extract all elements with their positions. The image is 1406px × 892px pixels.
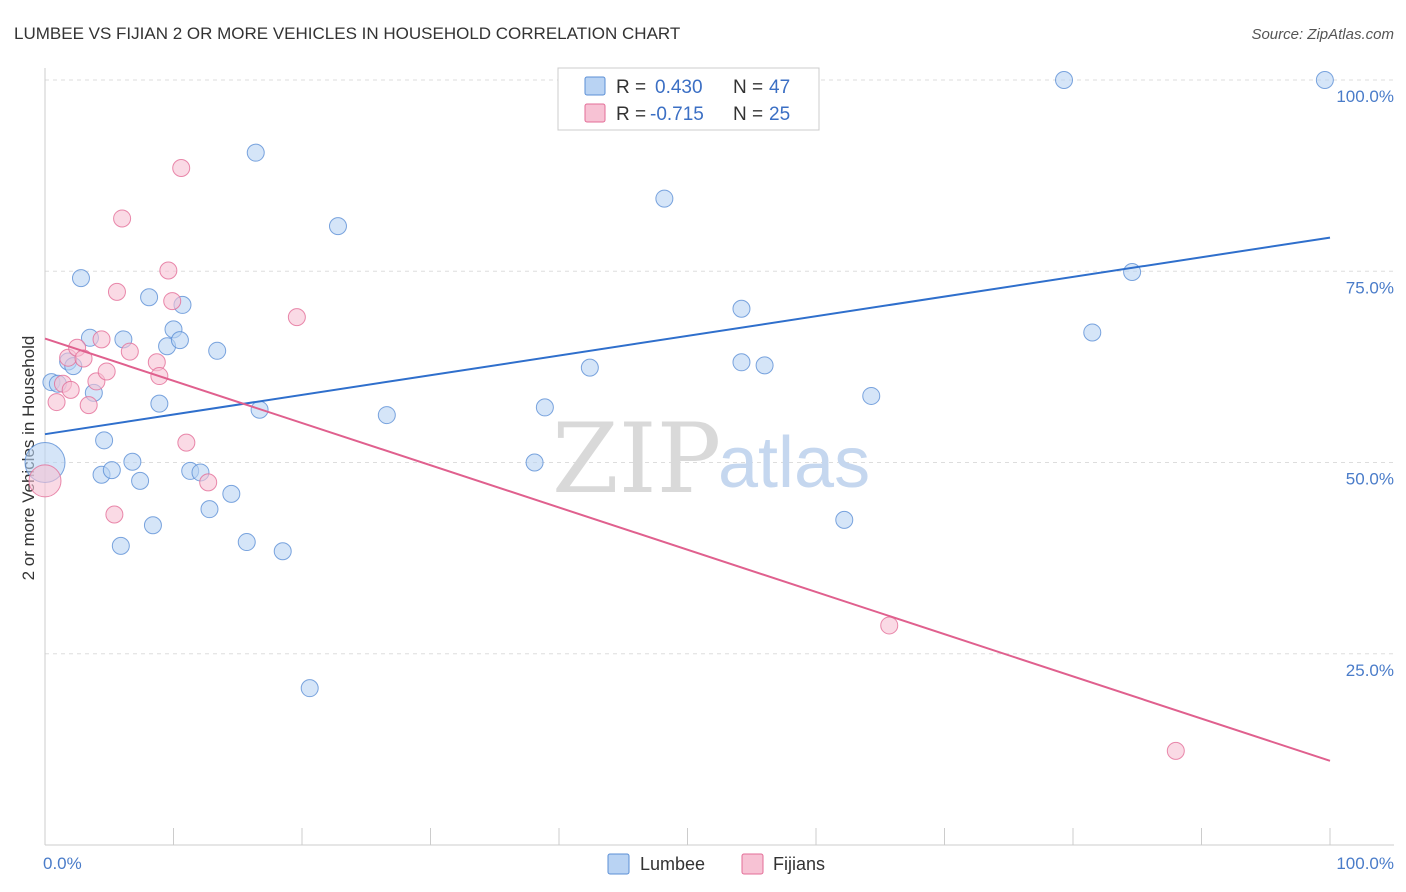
data-point-lumbee <box>170 331 189 350</box>
data-point-fijians <box>28 464 62 498</box>
data-point-lumbee <box>862 386 881 405</box>
data-point-lumbee <box>755 356 774 375</box>
data-point-fijians <box>199 473 218 492</box>
series-legend-swatch-lumbee <box>607 853 630 875</box>
data-point-lumbee <box>525 453 544 472</box>
data-point-fijians <box>287 308 306 327</box>
data-point-fijians <box>880 616 899 635</box>
data-point-fijians <box>1166 741 1185 760</box>
y-tick-labels: 25.0% 50.0% 75.0% 100.0% <box>1336 87 1394 680</box>
data-point-lumbee <box>535 398 554 417</box>
data-point-lumbee <box>143 516 162 535</box>
data-point-fijians <box>177 433 196 452</box>
data-point-lumbee <box>95 431 114 450</box>
x-tick-label-min: 0.0% <box>43 854 82 873</box>
data-point-lumbee <box>580 358 599 377</box>
data-point-lumbee <box>208 341 227 360</box>
data-point-fijians <box>47 393 66 412</box>
series-legend-swatch-fijians <box>741 853 764 875</box>
data-point-lumbee <box>237 533 256 552</box>
data-point-lumbee <box>1315 71 1334 89</box>
data-point-lumbee <box>377 406 396 425</box>
data-point-fijians <box>120 342 139 361</box>
data-point-lumbee <box>1083 323 1102 342</box>
watermark-zip: ZIP <box>552 403 721 515</box>
data-point-fijians <box>159 261 178 280</box>
y-tick-label: 100.0% <box>1336 87 1394 106</box>
legend-r-label-lumbee: R = <box>616 77 646 98</box>
data-point-lumbee <box>123 452 142 471</box>
data-point-lumbee <box>732 299 751 318</box>
legend-n-label-lumbee: N = <box>733 77 763 98</box>
series-legend: Lumbee Fijians <box>607 853 825 875</box>
data-point-fijians <box>97 362 116 381</box>
data-point-fijians <box>107 282 126 301</box>
data-point-fijians <box>61 380 80 399</box>
data-point-lumbee <box>200 500 219 519</box>
trend-line-lumbee <box>44 236 1331 436</box>
data-point-lumbee <box>300 679 319 698</box>
legend-n-value-lumbee: 47 <box>769 77 790 98</box>
x-axis-ticks <box>44 828 1331 845</box>
legend-n-value-fijians: 25 <box>769 104 790 125</box>
data-point-fijians <box>163 292 182 311</box>
series-legend-label-fijians: Fijians <box>773 854 825 874</box>
watermark: ZIP atlas <box>552 403 870 515</box>
y-tick-label: 75.0% <box>1346 278 1394 297</box>
data-point-lumbee <box>150 394 169 413</box>
legend-r-value-fijians: -0.715 <box>650 104 704 125</box>
legend-n-label-fijians: N = <box>733 104 763 125</box>
data-point-lumbee <box>246 143 265 162</box>
data-point-lumbee <box>732 353 751 372</box>
data-point-lumbee <box>273 542 292 561</box>
data-point-lumbee <box>102 461 121 480</box>
data-point-lumbee <box>111 536 130 555</box>
legend-r-value-lumbee: 0.430 <box>655 77 703 98</box>
data-point-fijians <box>105 505 124 524</box>
y-tick-label: 50.0% <box>1346 470 1394 489</box>
chart-title: LUMBEE VS FIJIAN 2 OR MORE VEHICLES IN H… <box>14 24 680 43</box>
series-legend-label-lumbee: Lumbee <box>640 854 705 874</box>
data-point-lumbee <box>835 510 854 529</box>
data-point-fijians <box>79 396 98 415</box>
data-point-lumbee <box>140 288 159 307</box>
x-tick-label-max: 100.0% <box>1336 854 1394 873</box>
trend-line-fijians <box>44 337 1331 762</box>
y-tick-label: 25.0% <box>1346 661 1394 680</box>
legend-swatch-fijians <box>584 103 606 123</box>
data-point-lumbee <box>222 484 241 503</box>
data-point-fijians <box>172 158 191 177</box>
data-point-fijians <box>92 330 111 349</box>
stats-legend: R = 0.430 N = 47 R = -0.715 N = 25 <box>557 67 820 131</box>
trend-lines <box>44 236 1331 762</box>
data-point-lumbee <box>71 269 90 288</box>
data-point-lumbee <box>328 217 347 236</box>
gridlines <box>45 79 1394 655</box>
scatter-points <box>24 71 1334 760</box>
data-point-lumbee <box>131 471 150 490</box>
data-point-lumbee <box>1055 71 1074 89</box>
watermark-atlas: atlas <box>718 423 870 503</box>
legend-swatch-lumbee <box>584 76 606 96</box>
chart-source: Source: ZipAtlas.com <box>1251 26 1394 43</box>
data-point-fijians <box>113 209 132 228</box>
data-point-lumbee <box>655 189 674 208</box>
data-point-fijians <box>74 349 93 368</box>
legend-r-label-fijians: R = <box>616 104 646 125</box>
